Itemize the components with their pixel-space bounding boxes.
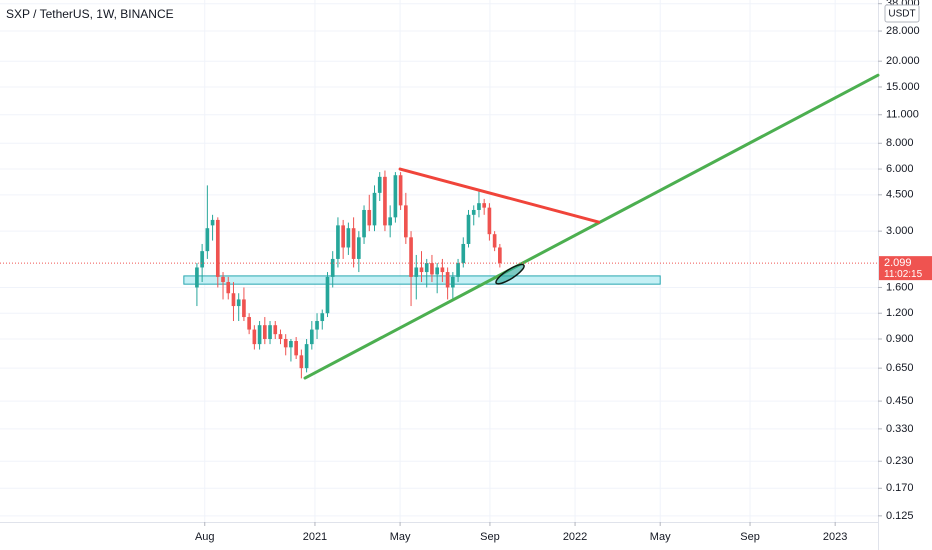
y-tick-label: 0.125 (886, 510, 914, 522)
candle-body (404, 205, 408, 238)
y-tick-label: 28.000 (886, 25, 920, 37)
candle-body (283, 339, 288, 348)
candle-body (205, 228, 210, 252)
candle-body (487, 207, 492, 235)
candle-body (294, 341, 298, 356)
candle-body (435, 267, 439, 275)
y-tick-label: 1.200 (886, 307, 914, 319)
candle-body (289, 341, 293, 348)
candle-body (445, 272, 450, 288)
x-tick-label: May (390, 531, 411, 543)
candle-body (372, 192, 377, 226)
y-tick-label: 11.000 (886, 109, 919, 121)
candle-body (299, 355, 304, 369)
trend-line (303, 73, 880, 380)
candle-body (210, 219, 215, 226)
currency-box[interactable] (884, 4, 920, 23)
countdown-label: 11:02:15 (884, 269, 923, 280)
candle-body (377, 176, 382, 193)
x-tick-label: 2022 (563, 531, 587, 543)
candle-body (346, 228, 351, 248)
y-tick-label: 6.000 (886, 163, 914, 175)
candle-body (430, 263, 434, 275)
grid (0, 0, 878, 522)
candle-body (309, 329, 314, 345)
candle-body (466, 214, 471, 244)
y-tick-label: 0.170 (886, 482, 914, 494)
candle-body (424, 263, 429, 273)
y-tick-label: 4.500 (886, 189, 914, 201)
candle-body (471, 209, 476, 215)
y-tick-label: 0.900 (886, 333, 914, 345)
x-tick-label: 2023 (823, 531, 847, 543)
candle-body (409, 237, 413, 277)
candle-body (247, 317, 251, 330)
candle-body (231, 293, 236, 307)
highlight-ellipse (495, 263, 525, 285)
candle-body (351, 228, 356, 259)
y-tick-label: 0.650 (886, 362, 914, 374)
candle-body (482, 203, 487, 208)
candle-body (498, 247, 502, 264)
candle-body (388, 217, 392, 226)
chart-title: SXP / TetherUS, 1W, BINANCE (6, 7, 174, 21)
x-tick-label: May (650, 531, 671, 543)
x-tick-label: 2021 (303, 531, 327, 543)
currency: USDT (888, 9, 915, 20)
candle-body (252, 329, 257, 345)
candle-body (393, 175, 398, 218)
candle-body (398, 175, 403, 206)
plot (0, 73, 880, 380)
candle-body (383, 176, 387, 226)
candle-body (456, 263, 460, 277)
y-tick-label: 0.230 (886, 455, 914, 467)
candle-body (367, 209, 372, 226)
candle-body (414, 267, 419, 277)
candle-body (273, 325, 278, 335)
y-tick-label: 1.600 (886, 281, 914, 293)
candle-body (315, 321, 319, 330)
candle-body (451, 276, 455, 288)
candle-body (325, 276, 330, 314)
candle-body (356, 237, 361, 259)
candle-body (195, 267, 199, 288)
candle-body (262, 325, 267, 340)
support-zone (183, 275, 661, 285)
candle-body (477, 203, 481, 210)
candle-body (268, 325, 272, 340)
y-tick-label: 20.000 (886, 55, 920, 67)
last-price-label: 2.099 (884, 257, 912, 269)
y-tick-label: 8.000 (886, 137, 914, 149)
candle-body (278, 334, 283, 340)
candle-body (226, 282, 231, 294)
candle-body (336, 225, 340, 259)
candle-body (341, 225, 345, 248)
axes: 38.00028.00020.00015.00011.0008.0006.000… (195, 0, 932, 543)
x-tick-label: Sep (740, 531, 760, 543)
candle-body (200, 251, 204, 268)
candle-body (242, 299, 246, 318)
candle-body (304, 344, 309, 369)
candle-body (461, 243, 466, 264)
last-price-box (879, 256, 932, 281)
y-tick-label: 3.000 (886, 225, 914, 237)
candle-body (215, 219, 220, 277)
candle-body (419, 267, 424, 273)
candle-body (221, 276, 225, 283)
y-tick-label: 15.000 (886, 81, 920, 93)
candle-body (236, 299, 241, 307)
candle-body (320, 313, 325, 322)
x-tick-label: Aug (195, 531, 215, 543)
candle-body (330, 258, 335, 277)
candle-body (362, 209, 366, 238)
x-tick-label: Sep (480, 531, 500, 543)
y-tick-label: 0.330 (886, 423, 914, 435)
candle-body (257, 325, 262, 345)
y-tick-label: 0.450 (886, 395, 914, 407)
trend-line (398, 167, 601, 224)
candle-body (440, 267, 445, 273)
candle-body (492, 234, 497, 248)
